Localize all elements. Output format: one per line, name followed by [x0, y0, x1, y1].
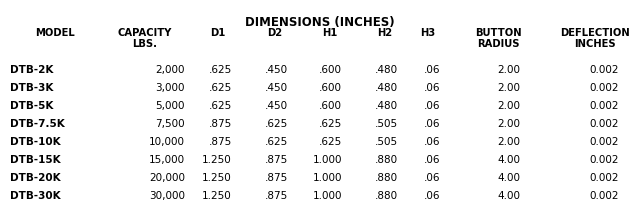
- Text: .480: .480: [375, 65, 398, 75]
- Text: .600: .600: [319, 83, 342, 93]
- Text: 0.002: 0.002: [590, 101, 619, 111]
- Text: DEFLECTION
INCHES: DEFLECTION INCHES: [560, 28, 630, 49]
- Text: .875: .875: [265, 173, 288, 183]
- Text: DTB-30K: DTB-30K: [10, 191, 61, 201]
- Text: 4.00: 4.00: [497, 155, 520, 165]
- Text: 1.250: 1.250: [203, 173, 232, 183]
- Text: 2,000: 2,000: [155, 65, 185, 75]
- Text: BUTTON
RADIUS: BUTTON RADIUS: [475, 28, 521, 49]
- Text: 1.000: 1.000: [312, 173, 342, 183]
- Text: H1: H1: [322, 28, 337, 38]
- Text: 0.002: 0.002: [590, 173, 619, 183]
- Text: D2: D2: [268, 28, 282, 38]
- Text: 4.00: 4.00: [497, 173, 520, 183]
- Text: .880: .880: [375, 173, 398, 183]
- Text: H2: H2: [378, 28, 392, 38]
- Text: .450: .450: [265, 101, 288, 111]
- Text: 2.00: 2.00: [497, 119, 520, 129]
- Text: 2.00: 2.00: [497, 137, 520, 147]
- Text: 30,000: 30,000: [149, 191, 185, 201]
- Text: DTB-20K: DTB-20K: [10, 173, 61, 183]
- Text: .450: .450: [265, 65, 288, 75]
- Text: 0.002: 0.002: [590, 137, 619, 147]
- Text: 0.002: 0.002: [590, 83, 619, 93]
- Text: 1.000: 1.000: [312, 155, 342, 165]
- Text: .880: .880: [375, 191, 398, 201]
- Text: .625: .625: [319, 137, 342, 147]
- Text: 2.00: 2.00: [497, 83, 520, 93]
- Text: CAPACITY
LBS.: CAPACITY LBS.: [118, 28, 172, 49]
- Text: .625: .625: [319, 119, 342, 129]
- Text: 2.00: 2.00: [497, 65, 520, 75]
- Text: 1.250: 1.250: [203, 155, 232, 165]
- Text: .505: .505: [375, 137, 398, 147]
- Text: 0.002: 0.002: [590, 119, 619, 129]
- Text: 1.000: 1.000: [312, 191, 342, 201]
- Text: .06: .06: [424, 101, 440, 111]
- Text: .625: .625: [265, 137, 288, 147]
- Text: 10,000: 10,000: [149, 137, 185, 147]
- Text: .06: .06: [424, 65, 440, 75]
- Text: H3: H3: [420, 28, 436, 38]
- Text: .875: .875: [265, 191, 288, 201]
- Text: MODEL: MODEL: [35, 28, 75, 38]
- Text: .600: .600: [319, 65, 342, 75]
- Text: .06: .06: [424, 83, 440, 93]
- Text: DTB-7.5K: DTB-7.5K: [10, 119, 65, 129]
- Text: .625: .625: [209, 101, 232, 111]
- Text: .880: .880: [375, 155, 398, 165]
- Text: .06: .06: [424, 155, 440, 165]
- Text: DTB-3K: DTB-3K: [10, 83, 54, 93]
- Text: .450: .450: [265, 83, 288, 93]
- Text: .06: .06: [424, 173, 440, 183]
- Text: 3,000: 3,000: [155, 83, 185, 93]
- Text: D1: D1: [210, 28, 226, 38]
- Text: .06: .06: [424, 191, 440, 201]
- Text: 7,500: 7,500: [155, 119, 185, 129]
- Text: .625: .625: [209, 83, 232, 93]
- Text: 2.00: 2.00: [497, 101, 520, 111]
- Text: .625: .625: [265, 119, 288, 129]
- Text: .875: .875: [209, 137, 232, 147]
- Text: 0.002: 0.002: [590, 65, 619, 75]
- Text: .875: .875: [265, 155, 288, 165]
- Text: .06: .06: [424, 119, 440, 129]
- Text: .480: .480: [375, 83, 398, 93]
- Text: 5,000: 5,000: [155, 101, 185, 111]
- Text: 20,000: 20,000: [149, 173, 185, 183]
- Text: DTB-15K: DTB-15K: [10, 155, 61, 165]
- Text: .480: .480: [375, 101, 398, 111]
- Text: DTB-2K: DTB-2K: [10, 65, 54, 75]
- Text: 4.00: 4.00: [497, 191, 520, 201]
- Text: 1.250: 1.250: [203, 191, 232, 201]
- Text: .06: .06: [424, 137, 440, 147]
- Text: 15,000: 15,000: [149, 155, 185, 165]
- Text: DTB-5K: DTB-5K: [10, 101, 54, 111]
- Text: .600: .600: [319, 101, 342, 111]
- Text: .625: .625: [209, 65, 232, 75]
- Text: DIMENSIONS (INCHES): DIMENSIONS (INCHES): [245, 16, 394, 29]
- Text: 0.002: 0.002: [590, 191, 619, 201]
- Text: 0.002: 0.002: [590, 155, 619, 165]
- Text: DTB-10K: DTB-10K: [10, 137, 61, 147]
- Text: .875: .875: [209, 119, 232, 129]
- Text: .505: .505: [375, 119, 398, 129]
